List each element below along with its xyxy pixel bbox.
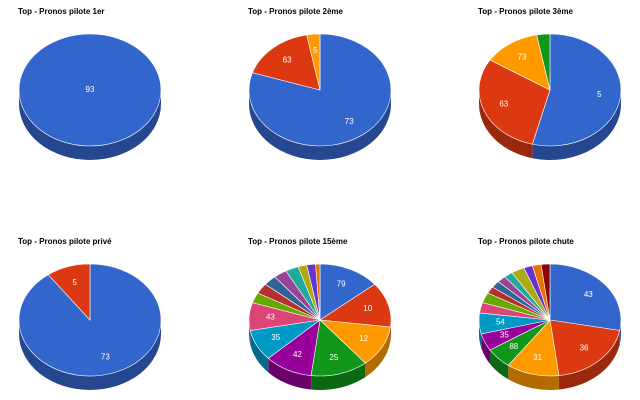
slice-side xyxy=(311,363,366,390)
chart-title: Top - Pronos pilote 2ème xyxy=(248,7,344,16)
slice-label: 5 xyxy=(72,278,77,287)
slice xyxy=(252,34,321,91)
pie-chart: Top - Pronos pilote privé 73 5 xyxy=(18,237,162,390)
chart-title: Top - Pronos pilote privé xyxy=(18,237,112,246)
slice-label: 10 xyxy=(363,304,372,313)
slice-label: 63 xyxy=(283,56,292,65)
tops xyxy=(478,263,622,377)
tops xyxy=(248,263,392,377)
slice-side xyxy=(250,330,269,373)
slice-label: 12 xyxy=(359,334,368,343)
slice-label: 79 xyxy=(337,280,346,289)
slice-label: 35 xyxy=(271,333,280,342)
slice-label: 43 xyxy=(584,290,593,299)
slice-label: 54 xyxy=(496,318,505,327)
labels: 79 10 12 25 42 35 43 xyxy=(266,280,373,362)
chart-title: Top - Pronos pilote 3ème xyxy=(478,7,574,16)
sides xyxy=(19,320,161,390)
slice-label: 73 xyxy=(518,53,527,62)
pie-chart: Top - Pronos pilote 3ème 5 63 73 xyxy=(478,7,622,160)
slice-side xyxy=(19,320,161,390)
slice-label: 31 xyxy=(533,353,542,362)
chart-title: Top - Pronos pilote 15ème xyxy=(248,237,348,246)
labels: 93 xyxy=(86,85,95,94)
tops xyxy=(478,33,622,147)
slice-side xyxy=(558,330,620,390)
sides xyxy=(479,90,621,160)
tops xyxy=(18,263,162,377)
slice-label: 73 xyxy=(345,117,354,126)
labels: 73 5 xyxy=(72,278,110,362)
slice xyxy=(549,263,622,331)
labels: 73 63 5 xyxy=(283,46,355,126)
slice-side xyxy=(19,90,161,160)
slice-label: 25 xyxy=(329,353,338,362)
chart-title: Top - Pronos pilote 1er xyxy=(18,7,105,16)
pie-chart: Top - Pronos pilote 15ème 79 10 12 25 42 35 43 xyxy=(248,237,392,390)
slice xyxy=(489,34,551,91)
labels: 5 63 73 xyxy=(499,53,602,109)
slice-side xyxy=(479,320,482,348)
slice xyxy=(319,263,376,321)
slice xyxy=(540,263,551,321)
slice-side xyxy=(365,327,391,378)
slice xyxy=(47,263,91,321)
pie-chart: Top - Pronos pilote 1er 93 xyxy=(18,7,162,160)
slice xyxy=(549,319,621,376)
slice xyxy=(306,33,321,91)
slice-label: 42 xyxy=(293,350,302,359)
tops xyxy=(248,33,392,147)
slice-side xyxy=(481,333,491,365)
slice-side xyxy=(268,358,312,390)
pie-chart: Top - Pronos pilote 2ème 73 63 5 xyxy=(248,7,392,160)
slice-label: 63 xyxy=(499,100,508,109)
slice-side xyxy=(249,90,391,160)
slice-label: 93 xyxy=(86,85,95,94)
slice-label: 5 xyxy=(597,90,602,99)
slice-side xyxy=(490,350,509,380)
slice xyxy=(478,59,551,145)
sides xyxy=(19,90,161,160)
chart-title: Top - Pronos pilote chute xyxy=(478,237,574,246)
slice xyxy=(536,33,551,91)
slice-side xyxy=(479,90,533,159)
slice-label: 35 xyxy=(500,331,509,340)
slice xyxy=(531,33,622,147)
slice-label: 43 xyxy=(266,313,275,322)
slice xyxy=(315,263,321,321)
tops xyxy=(18,33,162,147)
slice xyxy=(319,283,392,328)
slice-label: 73 xyxy=(101,352,110,361)
slice xyxy=(310,319,366,377)
sides xyxy=(249,320,391,390)
slice-label: 5 xyxy=(313,46,318,55)
slice-label: 88 xyxy=(509,342,518,351)
slice xyxy=(18,33,162,147)
sides xyxy=(249,90,391,160)
slice-label: 36 xyxy=(580,344,589,353)
slice-side xyxy=(532,90,621,160)
